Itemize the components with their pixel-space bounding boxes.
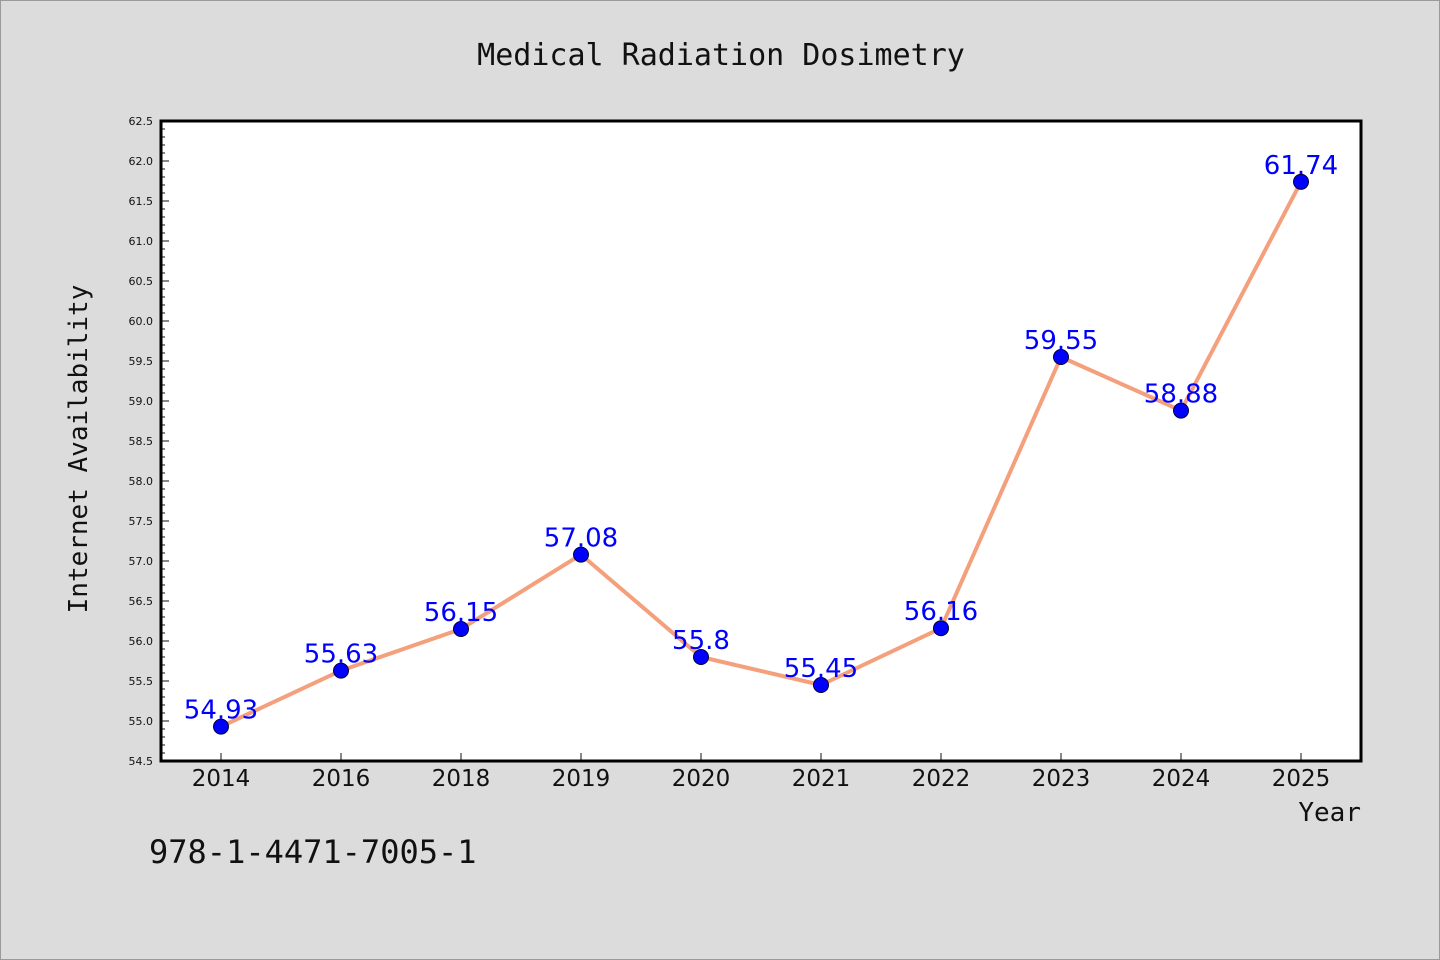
- plot-area: 54.5 55.0 55.5 56.0 56.5 57.0 57.5 58.0 58.5 59.0…: [129, 115, 1363, 792]
- x-tick-label: 2020: [672, 766, 731, 792]
- data-point: [333, 662, 349, 679]
- x-tick-label: 2016: [312, 766, 371, 792]
- data-label: 61.74: [1264, 151, 1338, 181]
- data-label: 57.08: [544, 524, 618, 554]
- y-tick-label: 55.5: [129, 675, 154, 688]
- y-tick-label: 58.5: [129, 435, 154, 448]
- data-label: 55.63: [304, 640, 378, 670]
- data-point: [573, 546, 589, 563]
- y-tick-label: 54.5: [129, 755, 154, 768]
- x-tick-label: 2023: [1032, 766, 1091, 792]
- y-tick-label: 56.0: [129, 635, 154, 648]
- chart-title: Medical Radiation Dosimetry: [477, 38, 965, 73]
- data-point: [1173, 402, 1189, 419]
- y-axis-label: Internet Availability: [64, 285, 94, 614]
- y-tick-label: 56.5: [129, 595, 154, 608]
- data-point: [693, 649, 709, 665]
- data-point: [213, 718, 229, 735]
- data-label: 55.45: [784, 654, 858, 684]
- y-tick-label: 57.0: [129, 555, 154, 568]
- y-tick-label: 59.5: [129, 355, 154, 368]
- x-tick-label: 2014: [192, 766, 251, 792]
- x-tick-label: 2021: [792, 766, 851, 792]
- x-tick-label: 2018: [432, 766, 491, 792]
- y-tick-label: 59.0: [129, 395, 154, 408]
- y-tick-label: 60.0: [129, 315, 154, 328]
- y-tick-label: 62.0: [129, 155, 154, 168]
- data-label: 59.55: [1024, 326, 1098, 356]
- data-point: [453, 621, 469, 637]
- plot-background: [161, 121, 1361, 761]
- y-tick-label: 57.5: [129, 515, 154, 528]
- data-point: [1293, 173, 1309, 190]
- y-tick-label: 61.0: [129, 235, 154, 248]
- plot-frame: [159, 119, 1363, 763]
- data-point: [933, 620, 949, 637]
- footer-code: 978-1-4471-7005-1: [149, 833, 477, 871]
- data-label: 55.8: [672, 626, 730, 656]
- y-tick-label: 61.5: [129, 195, 154, 208]
- y-tick-label: 60.5: [129, 275, 154, 288]
- x-tick-label: 2025: [1272, 766, 1331, 792]
- y-tick-label: 58.0: [129, 475, 154, 488]
- series-line: [219, 179, 1303, 729]
- data-label: 58.88: [1144, 380, 1218, 410]
- data-label: 56.16: [904, 597, 978, 627]
- x-tick-label: 2022: [912, 766, 971, 792]
- x-tick-label: 2024: [1152, 766, 1211, 792]
- x-tick-label: 2019: [552, 766, 611, 792]
- data-point: [1053, 349, 1069, 365]
- y-tick-label: 55.0: [129, 715, 154, 728]
- x-axis-label: Year: [1298, 798, 1361, 828]
- data-label: 56.15: [424, 598, 498, 628]
- data-label: 54.93: [184, 696, 258, 726]
- y-tick-label: 62.5: [129, 115, 154, 128]
- data-point: [813, 677, 829, 693]
